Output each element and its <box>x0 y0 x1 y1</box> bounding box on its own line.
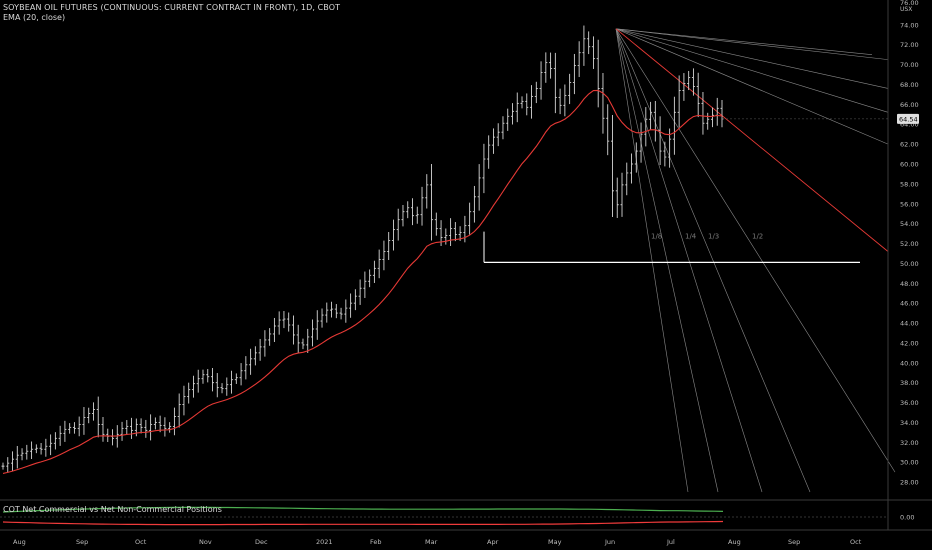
y-tick-label: 36.00 <box>900 399 919 407</box>
x-tick-label: Apr <box>487 538 499 546</box>
cot-zero-label: 0.00 <box>900 514 914 522</box>
y-tick-label: 52.00 <box>900 240 919 248</box>
y-tick-label: 46.00 <box>900 300 919 308</box>
x-tick-label: Oct <box>135 538 147 546</box>
fan-line <box>615 28 719 493</box>
fan-line <box>615 28 873 55</box>
x-tick-label: May <box>548 538 562 546</box>
fan-line <box>615 28 889 145</box>
fan-line <box>615 28 896 473</box>
y-tick-label: 34.00 <box>900 419 919 427</box>
x-tick-label: 2021 <box>316 538 333 546</box>
x-tick-label: Jul <box>666 538 675 546</box>
y-tick-label: 50.00 <box>900 260 919 268</box>
y-tick-label: 66.00 <box>900 101 919 109</box>
cot-commercial-line <box>2 506 724 513</box>
y-tick-label: 72.00 <box>900 41 919 49</box>
price-tag-box <box>897 113 919 124</box>
y-tick-label: 62.00 <box>900 141 919 149</box>
fan-label: 1/3 <box>708 233 719 241</box>
y-tick-label: 68.00 <box>900 81 919 89</box>
fan-line <box>615 28 763 493</box>
y-tick-label: 44.00 <box>900 320 919 328</box>
fan-label: 1/8 <box>651 233 662 241</box>
y-tick-label: 30.00 <box>900 459 919 467</box>
y-tick-label: 54.00 <box>900 220 919 228</box>
fan-line <box>615 28 889 60</box>
fan-line <box>615 28 889 89</box>
y-tick-label: 64.00 <box>900 121 919 129</box>
y-tick-label: 38.00 <box>900 379 919 387</box>
fan-line <box>615 28 889 113</box>
y-tick-label: 58.00 <box>900 180 919 188</box>
x-tick-label: Aug <box>13 538 26 546</box>
ema-legend: EMA (20, close) <box>3 13 66 22</box>
x-axis: Aug Sep Oct Nov Dec 2021 Feb Mar Apr May Jun Jul Aug… <box>13 538 862 546</box>
x-tick-label: Dec <box>255 538 268 546</box>
x-tick-label: Oct <box>850 538 862 546</box>
fan-label: 1/4 <box>685 233 697 241</box>
x-tick-label: Sep <box>76 538 88 546</box>
x-tick-label: Aug <box>728 538 741 546</box>
x-tick-label: Jun <box>604 538 615 546</box>
price-tag-label: 64.54 <box>899 115 918 123</box>
x-tick-label: Sep <box>788 538 800 546</box>
y-tick-label: 60.00 <box>900 161 919 169</box>
cot-noncommercial-line <box>2 520 724 526</box>
currency-label: USX <box>900 6 912 13</box>
fan-line <box>615 28 811 493</box>
chart-title: SOYBEAN OIL FUTURES (CONTINUOUS: CURRENT… <box>3 3 341 12</box>
y-top-label: 76.00 <box>900 0 919 7</box>
y-tick-label: 74.00 <box>900 21 919 29</box>
y-tick-label: 56.00 <box>900 200 919 208</box>
x-tick-label: Feb <box>370 538 382 546</box>
fan-trend-line <box>615 28 889 252</box>
y-tick-label: 40.00 <box>900 359 919 367</box>
y-tick-label: 28.00 <box>900 479 919 487</box>
ema-line <box>2 89 723 474</box>
y-tick-label: 32.00 <box>900 439 919 447</box>
cot-panel: 0.00 <box>0 506 914 526</box>
y-tick-label: 70.00 <box>900 61 919 69</box>
x-tick-label: Nov <box>199 538 212 546</box>
fan-label: 1/2 <box>752 233 763 241</box>
cot-legend: COT Net Commercial vs Net Non-Commercial… <box>3 505 222 514</box>
y-axis: 74.00 72.00 70.00 68.00 66.00 64.00 62.00 60.00… <box>900 0 919 487</box>
x-tick-label: Mar <box>425 538 438 546</box>
ema-polyline <box>2 89 723 474</box>
y-tick-label: 48.00 <box>900 280 919 288</box>
y-tick-label: 42.00 <box>900 339 919 347</box>
gann-fan: 1/8 1/4 1/3 1/2 <box>615 28 896 493</box>
fan-line <box>615 28 689 493</box>
price-bars <box>1 25 724 473</box>
